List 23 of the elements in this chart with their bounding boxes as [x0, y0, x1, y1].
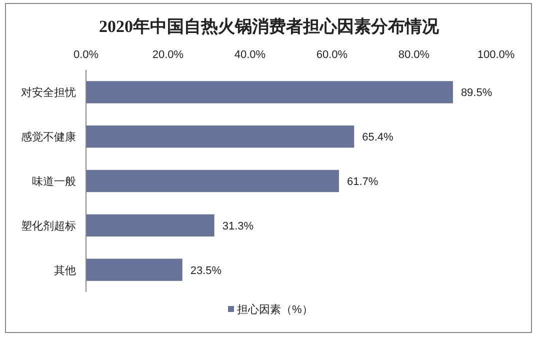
bar	[86, 258, 182, 281]
data-label: 89.5%	[460, 87, 492, 100]
data-label: 61.7%	[346, 176, 378, 188]
legend-label: 担心因素（%）	[237, 303, 313, 316]
bar	[86, 126, 354, 148]
x-tick-label: 60.0%	[316, 49, 348, 61]
x-tick-label: 100.0%	[477, 49, 515, 61]
bar	[86, 81, 453, 104]
y-tick-label: 对安全担忧	[21, 86, 76, 100]
x-tick-label: 40.0%	[234, 49, 266, 61]
y-tick-label: 味道一般	[32, 175, 76, 188]
bar	[86, 214, 214, 236]
x-tick-label: 80.0%	[398, 49, 430, 61]
x-tick-label: 20.0%	[152, 49, 184, 61]
y-tick-label: 其他	[54, 264, 76, 277]
chart-title: 2020年中国自热火锅消费者担心因素分布情况	[99, 17, 440, 36]
x-tick-label: 0.0%	[73, 49, 99, 61]
y-tick-label: 塑化剂超标	[21, 219, 76, 232]
data-label: 31.3%	[222, 220, 254, 232]
data-label: 65.4%	[362, 132, 394, 144]
data-label: 23.5%	[190, 264, 222, 277]
bar	[86, 170, 339, 192]
y-tick-label: 感觉不健康	[21, 130, 76, 144]
